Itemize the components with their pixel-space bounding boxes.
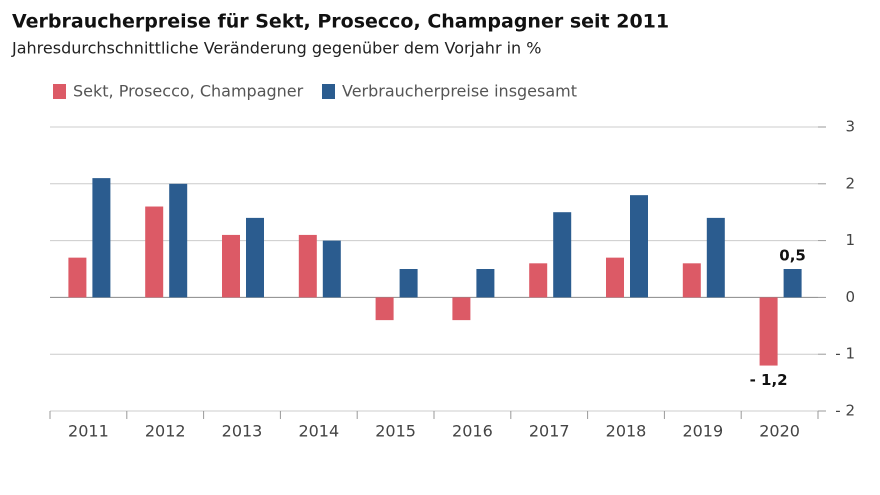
- chart-title: Verbraucherpreise für Sekt, Prosecco, Ch…: [12, 11, 669, 33]
- x-tick-label: 2011: [68, 422, 109, 441]
- y-tick-label: - 1: [835, 345, 855, 363]
- legend-swatch: [322, 84, 335, 99]
- x-tick-label: 2014: [298, 422, 339, 441]
- y-tick-label: 3: [845, 118, 855, 136]
- y-tick-label: 0: [845, 288, 855, 306]
- x-tick-label: 2012: [145, 422, 186, 441]
- bar: [145, 206, 164, 298]
- bar: [222, 234, 240, 298]
- bar: [399, 269, 418, 298]
- bar: [682, 263, 701, 298]
- x-tick-label: 2015: [375, 422, 416, 441]
- x-tick-label: 2016: [452, 422, 493, 441]
- x-tick-label: 2013: [222, 422, 263, 441]
- bar: [759, 297, 778, 366]
- bar: [322, 240, 341, 298]
- chart-subtitle: Jahresdurchschnittliche Veränderung gege…: [11, 39, 541, 58]
- bar: [529, 263, 548, 298]
- data-label: 0,5: [779, 247, 806, 265]
- bar: [375, 297, 394, 321]
- x-tick-label: 2018: [606, 422, 647, 441]
- bar: [298, 234, 317, 298]
- bar: [92, 178, 111, 298]
- x-tick-label: 2020: [759, 422, 800, 441]
- legend-swatch: [53, 84, 66, 99]
- legend-label: Verbraucherpreise insgesamt: [342, 82, 577, 101]
- bar: [630, 195, 648, 298]
- bar: [783, 269, 802, 298]
- x-tick-label: 2017: [529, 422, 570, 441]
- bar: [169, 183, 188, 298]
- legend-label: Sekt, Prosecco, Champagner: [73, 82, 304, 101]
- bar: [553, 212, 572, 298]
- bar: [246, 217, 264, 298]
- y-tick-label: 1: [845, 231, 855, 249]
- bar: [476, 269, 495, 298]
- x-tick-label: 2019: [682, 422, 723, 441]
- data-label: - 1,2: [750, 371, 788, 389]
- bar: [452, 297, 471, 321]
- y-tick-label: - 2: [835, 402, 855, 420]
- y-tick-label: 2: [845, 174, 855, 192]
- bar: [68, 257, 87, 298]
- bar: [606, 257, 624, 298]
- bar: [706, 217, 725, 298]
